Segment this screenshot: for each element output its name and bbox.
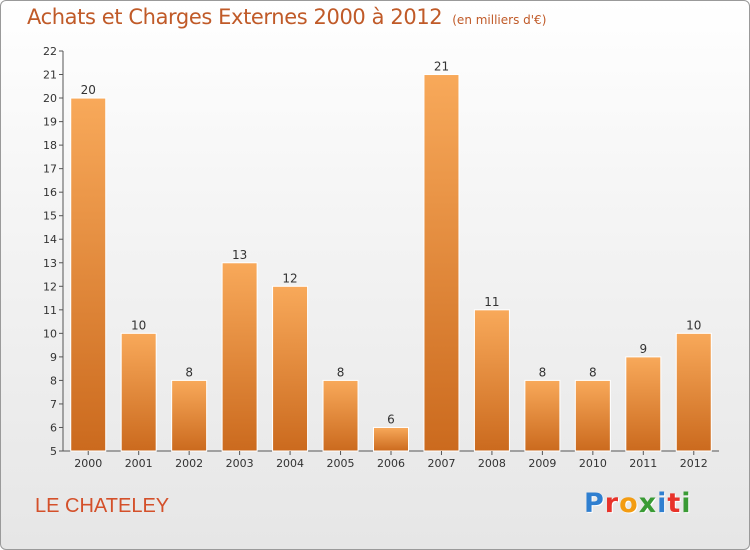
bar — [272, 285, 309, 452]
x-tick-label: 2012 — [680, 457, 708, 470]
y-tick-label: 21 — [43, 69, 57, 82]
bar-value-label: 13 — [232, 248, 247, 262]
y-tick-label: 14 — [43, 233, 57, 246]
x-tick-label: 2000 — [74, 457, 102, 470]
bar-value-label: 9 — [639, 342, 647, 356]
x-tick-label: 2010 — [579, 457, 607, 470]
bar-value-label: 8 — [589, 365, 597, 379]
bar-value-label: 11 — [484, 295, 499, 309]
bar-value-label: 21 — [434, 60, 449, 74]
y-tick-label: 10 — [43, 327, 57, 340]
y-tick-label: 11 — [43, 304, 57, 317]
y-tick-label: 12 — [43, 280, 57, 293]
logo-letter: r — [604, 488, 620, 519]
x-tick-label: 2002 — [175, 457, 203, 470]
bar — [70, 97, 107, 452]
y-tick-label: 20 — [43, 92, 57, 105]
y-tick-label: 9 — [50, 351, 57, 364]
x-tick-label: 2003 — [226, 457, 254, 470]
bar — [625, 356, 662, 452]
y-tick-label: 13 — [43, 257, 57, 270]
bar-value-label: 12 — [282, 271, 297, 285]
chart-title-block: Achats et Charges Externes 2000 à 2012 (e… — [27, 5, 546, 29]
x-tick-label: 2001 — [125, 457, 153, 470]
y-tick-label: 19 — [43, 116, 57, 129]
proxiti-logo[interactable]: Proxiti — [584, 488, 692, 519]
x-tick-label: 2009 — [528, 457, 556, 470]
y-tick-label: 18 — [43, 139, 57, 152]
y-tick-label: 16 — [43, 186, 57, 199]
bar — [423, 74, 460, 452]
y-tick-label: 8 — [50, 374, 57, 387]
bar — [675, 332, 712, 452]
bar-value-label: 8 — [185, 365, 193, 379]
chart-unit: (en milliers d'€) — [452, 13, 547, 27]
y-tick-label: 15 — [43, 210, 57, 223]
bar-value-label: 10 — [686, 318, 701, 332]
commune-name: LE CHATELEY — [35, 495, 170, 517]
y-tick-label: 7 — [50, 398, 57, 411]
logo-letter: P — [584, 488, 605, 519]
bar — [524, 379, 561, 452]
x-tick-label: 2006 — [377, 457, 405, 470]
bar-value-label: 10 — [131, 318, 146, 332]
y-tick-label: 22 — [43, 45, 57, 58]
x-tick-label: 2011 — [629, 457, 657, 470]
bar — [120, 332, 157, 452]
bar-value-label: 8 — [337, 365, 345, 379]
x-tick-label: 2005 — [327, 457, 355, 470]
chart-title: Achats et Charges Externes 2000 à 2012 — [27, 5, 443, 29]
logo-letter: i — [657, 488, 668, 519]
bar — [171, 379, 208, 452]
y-tick-label: 6 — [50, 421, 57, 434]
y-tick-label: 5 — [50, 445, 57, 458]
logo-letter: i — [681, 488, 692, 519]
bar — [473, 309, 510, 452]
logo-letter: x — [638, 488, 658, 519]
bar-value-label: 20 — [81, 83, 96, 97]
x-tick-label: 2004 — [276, 457, 304, 470]
y-tick-label: 17 — [43, 163, 57, 176]
bar — [221, 262, 258, 452]
bar — [574, 379, 611, 452]
logo-letter: o — [619, 488, 639, 519]
bar — [373, 426, 409, 452]
logo-letter: t — [667, 488, 682, 519]
bar-value-label: 8 — [539, 365, 547, 379]
x-tick-label: 2007 — [427, 457, 455, 470]
bar-value-label: 6 — [387, 412, 395, 426]
bar — [322, 379, 359, 452]
x-tick-label: 2008 — [478, 457, 506, 470]
